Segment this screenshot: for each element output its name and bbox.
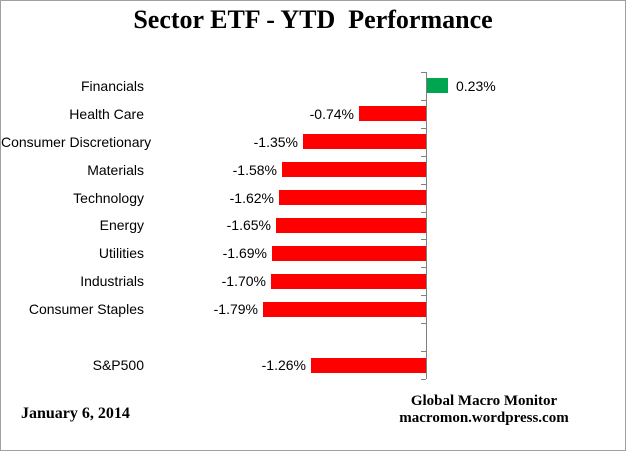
- category-axis-line: [426, 72, 427, 379]
- axis-tick: [421, 351, 426, 352]
- bar-consumer-discretionary: [303, 134, 426, 150]
- category-label-health-care: Health Care: [69, 105, 144, 122]
- bar-utilities: [272, 245, 426, 261]
- value-label-energy: -1.65%: [226, 217, 271, 234]
- chart-title: Sector ETF - YTD Performance: [133, 5, 493, 34]
- category-label-technology: Technology: [73, 189, 144, 206]
- category-label-utilities: Utilities: [98, 245, 144, 262]
- value-label-industrials: -1.70%: [221, 273, 266, 290]
- value-label-s-p500: -1.26%: [261, 357, 306, 374]
- category-label-consumer-discretionary: Consumer Discretionary: [1, 133, 152, 150]
- axis-tick: [421, 379, 426, 380]
- axis-tick: [421, 184, 426, 185]
- footer-brand: Global Macro Monitor macromon.wordpress.…: [374, 393, 594, 427]
- category-label-materials: Materials: [87, 161, 144, 178]
- category-label-energy: Energy: [99, 217, 144, 234]
- axis-tick: [421, 72, 426, 73]
- bar-technology: [279, 190, 426, 206]
- bar-energy: [276, 217, 426, 233]
- value-label-financials: 0.23%: [456, 77, 496, 94]
- axis-tick: [421, 156, 426, 157]
- axis-tick: [421, 323, 426, 324]
- brand-url: macromon.wordpress.com: [399, 410, 569, 426]
- category-label-s-p500: S&P500: [92, 357, 144, 374]
- axis-tick: [421, 239, 426, 240]
- axis-tick: [421, 212, 426, 213]
- bar-industrials: [271, 273, 426, 289]
- bar-financials: [427, 78, 448, 94]
- axis-tick: [421, 100, 426, 101]
- bar-materials: [282, 162, 426, 178]
- axis-tick: [421, 267, 426, 268]
- bar-s-p500: [311, 357, 426, 373]
- category-label-consumer-staples: Consumer Staples: [28, 301, 144, 318]
- footer-date: January 6, 2014: [21, 405, 130, 422]
- category-label-industrials: Industrials: [80, 273, 144, 290]
- bar-health-care: [359, 106, 426, 122]
- value-label-consumer-discretionary: -1.35%: [253, 133, 298, 150]
- axis-tick: [421, 128, 426, 129]
- axis-tick: [421, 295, 426, 296]
- value-label-health-care: -0.74%: [309, 105, 354, 122]
- bar-consumer-staples: [263, 301, 426, 317]
- category-label-financials: Financials: [80, 77, 144, 94]
- value-label-consumer-staples: -1.79%: [213, 301, 258, 318]
- value-label-technology: -1.62%: [229, 189, 274, 206]
- value-label-utilities: -1.69%: [222, 245, 267, 262]
- brand-name: Global Macro Monitor: [410, 393, 558, 409]
- value-label-materials: -1.58%: [232, 161, 277, 178]
